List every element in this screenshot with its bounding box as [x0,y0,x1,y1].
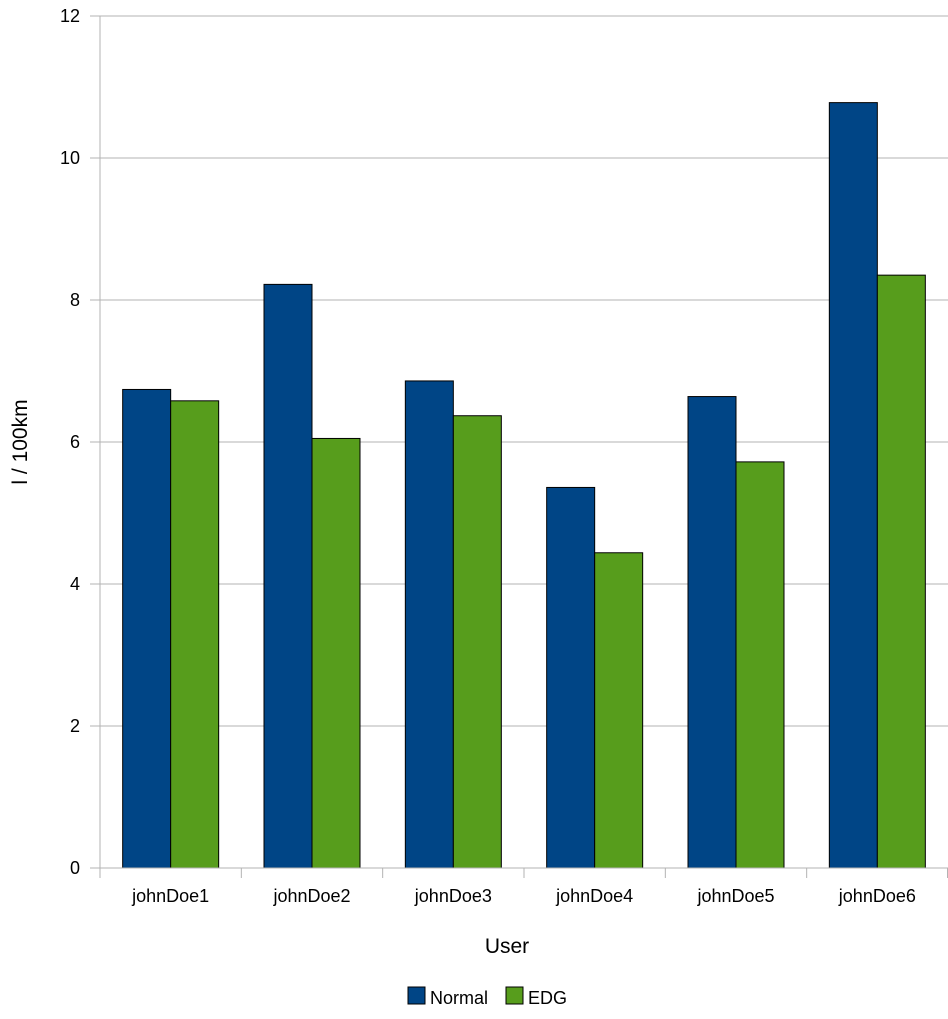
y-tick-label: 6 [70,432,80,452]
bar-edg-johnDoe3 [452,415,502,869]
y-tick-label: 10 [60,148,80,168]
y-tick-label: 8 [70,290,80,310]
y-gridlines [90,15,948,869]
y-tick-label: 2 [70,716,80,736]
x-tick-label: johnDoe6 [838,886,916,906]
bar-normal-johnDoe3 [404,380,454,869]
y-tick-label: 4 [70,574,80,594]
bar-normal-johnDoe1 [122,388,172,869]
legend-swatch-edg [505,986,524,1005]
x-axis-title: User [485,935,529,958]
y-tick-label: 0 [70,858,80,878]
legend-swatch-normal [407,986,426,1005]
x-tick-label: johnDoe3 [414,886,492,906]
bar-normal-johnDoe6 [828,102,878,869]
y-tick-labels: 0 2 4 6 8 10 12 [60,6,80,878]
x-tick-label: johnDoe5 [696,886,774,906]
legend: Normal EDG [407,986,567,1008]
x-tick-label: johnDoe2 [272,886,350,906]
bar-edg-johnDoe5 [735,461,785,869]
x-tick-label: johnDoe4 [555,886,633,906]
y-tick-label: 12 [60,6,80,26]
legend-label-normal: Normal [430,988,488,1008]
bar-edg-johnDoe6 [876,274,926,869]
bar-normal-johnDoe5 [687,396,737,869]
bar-edg-johnDoe2 [311,437,361,869]
bar-edg-johnDoe4 [594,552,644,869]
bars [122,102,926,869]
bar-normal-johnDoe2 [263,283,313,869]
x-tick-label: johnDoe1 [131,886,209,906]
y-axis-title: l / 100km [9,399,32,484]
bar-normal-johnDoe4 [546,486,596,869]
bar-edg-johnDoe1 [170,400,220,869]
x-tick-labels: johnDoe1 johnDoe2 johnDoe3 johnDoe4 johnDoe5… [99,868,948,906]
legend-label-edg: EDG [528,988,567,1008]
